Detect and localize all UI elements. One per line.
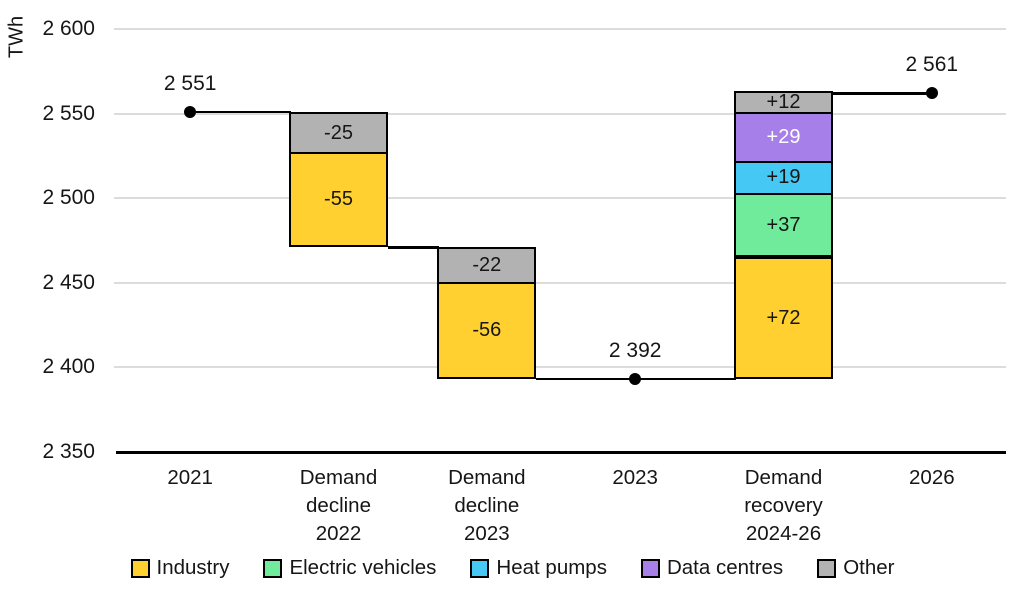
point-value-label: 2 551 [163,71,217,95]
x-axis-label: Demand recovery 2024-26 [704,464,864,548]
legend-item: Heat pumps [470,556,607,580]
y-tick-label: 2 400 [42,355,95,379]
segment-value-label: +19 [766,166,801,189]
segment-value-label: +12 [766,90,801,113]
waterfall-segment: -22 [437,247,537,285]
waterfall-segment: +19 [734,160,833,195]
segment-value-label: -25 [324,121,353,144]
y-tick-label: 2 500 [42,186,95,210]
connector-line [190,110,291,114]
connector-line [536,377,636,381]
x-axis-label: 2021 [110,464,270,492]
gridline [114,112,1006,115]
segment-value-label: +37 [766,213,801,236]
x-axis-label-line: Demand [299,466,378,489]
x-axis-label: Demand decline 2022 [259,464,419,548]
x-axis-label: Demand decline 2023 [407,464,567,548]
point-value-label: 2 392 [608,339,662,363]
connector-line [833,92,932,95]
gridline [114,28,1006,30]
x-axis-label-line: 2023 [464,522,510,545]
connector-line [635,377,736,381]
legend-swatch [130,558,150,578]
waterfall-segment: -56 [437,282,537,380]
connector-line [388,246,440,249]
waterfall-segment: +12 [734,90,833,114]
x-axis-label-line: Demand [448,466,526,489]
y-tick-label: 2 350 [42,440,95,463]
x-axis-label-line: 2021 [167,466,213,489]
legend-label: Industry [156,556,230,579]
chart-legend: Industry Electric vehicles Heat pumps Data … [0,556,1025,580]
gridline [114,366,1006,369]
waterfall-segment: -25 [289,111,388,155]
x-axis-label-line: 2022 [315,522,362,545]
x-axis-label-line: 2026 [909,466,955,489]
legend-item: Electric vehicles [263,556,436,580]
x-axis-baseline [116,450,1006,454]
legend-label: Other [843,556,895,579]
segment-value-label: -55 [324,188,353,211]
legend-swatch [470,558,490,578]
point-value-label: 2 561 [905,53,959,77]
x-axis-label-line: decline [454,494,520,517]
x-axis-label-line: 2024-26 [745,522,822,545]
segment-value-label: -22 [472,254,502,277]
x-axis-label-line: decline [306,494,371,517]
data-point-dot [925,87,938,100]
waterfall-segment: +29 [734,111,833,163]
gridline [114,197,1006,200]
x-axis-label-line: recovery [744,494,823,517]
legend-swatch [640,558,660,578]
legend-label: Heat pumps [496,556,607,579]
legend-swatch [263,558,283,578]
segment-value-label: +29 [766,125,801,148]
legend-swatch [817,558,837,578]
legend-label: Electric vehicles [289,556,437,579]
x-axis-label-line: 2023 [612,466,658,489]
waterfall-segment: +72 [734,257,833,380]
waterfall-segment: -55 [289,152,388,248]
legend-item: Industry [130,556,230,580]
segment-value-label: +72 [766,306,801,329]
legend-item: Data centres [640,556,784,580]
legend-item: Other [817,556,894,580]
y-tick-label: 2 550 [42,101,95,125]
x-axis-label: 2023 [555,464,715,492]
gridline [114,281,1006,284]
waterfall-segment: +37 [734,192,833,258]
y-tick-label: 2 450 [42,270,95,294]
legend-label: Data centres [666,556,784,579]
segment-value-label: -56 [472,319,502,342]
x-axis-label-line: Demand [744,466,823,489]
y-tick-label: 2 600 [42,17,95,40]
x-axis-label: 2026 [852,464,1012,492]
